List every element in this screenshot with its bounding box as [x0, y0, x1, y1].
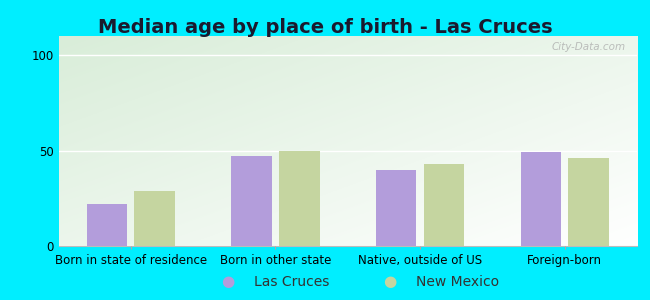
- Text: City-Data.com: City-Data.com: [551, 42, 625, 52]
- Bar: [279, 151, 320, 246]
- Bar: [376, 169, 417, 246]
- Text: ●: ●: [221, 274, 234, 290]
- Bar: [135, 190, 175, 246]
- Bar: [521, 152, 561, 246]
- Text: Median age by place of birth - Las Cruces: Median age by place of birth - Las Cruce…: [98, 18, 552, 37]
- Text: ●: ●: [384, 274, 396, 290]
- Bar: [231, 156, 272, 246]
- Text: New Mexico: New Mexico: [416, 275, 499, 289]
- Text: Las Cruces: Las Cruces: [254, 275, 329, 289]
- Bar: [86, 204, 127, 246]
- Bar: [424, 164, 464, 246]
- Bar: [568, 158, 609, 246]
